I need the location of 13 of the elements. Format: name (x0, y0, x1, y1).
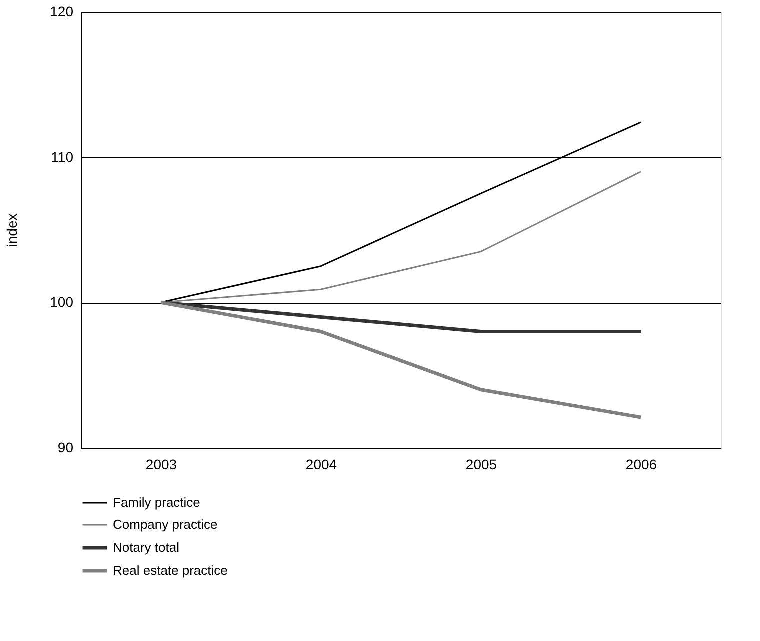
legend-label: Real estate practice (113, 563, 228, 578)
y-tick-label: 120 (50, 4, 74, 20)
x-tick-label: 2006 (626, 456, 658, 472)
y-tick-label: 100 (50, 294, 74, 310)
legend-label: Family practice (113, 495, 200, 510)
legend-label: Notary total (113, 540, 180, 555)
legend-label: Company practice (113, 517, 218, 532)
y-tick-label: 90 (58, 440, 74, 456)
x-tick-label: 2003 (146, 456, 178, 472)
x-tick-label: 2005 (466, 456, 498, 472)
y-tick-label: 110 (51, 148, 74, 165)
x-tick-label: 2004 (306, 456, 338, 472)
y-axis-title: index (4, 214, 20, 248)
